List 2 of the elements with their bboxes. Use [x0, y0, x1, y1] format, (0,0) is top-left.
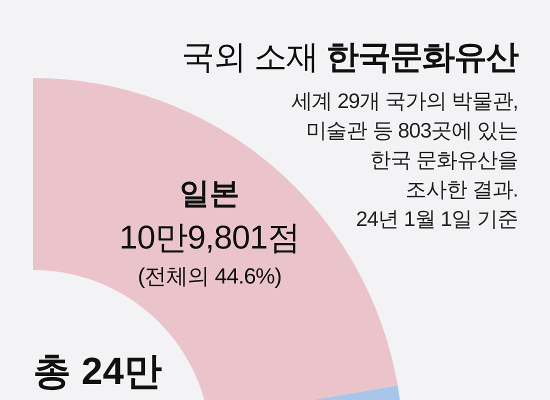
annotation: 총 24만	[33, 351, 162, 393]
title: 국외 소재 한국문화유산	[182, 38, 518, 75]
